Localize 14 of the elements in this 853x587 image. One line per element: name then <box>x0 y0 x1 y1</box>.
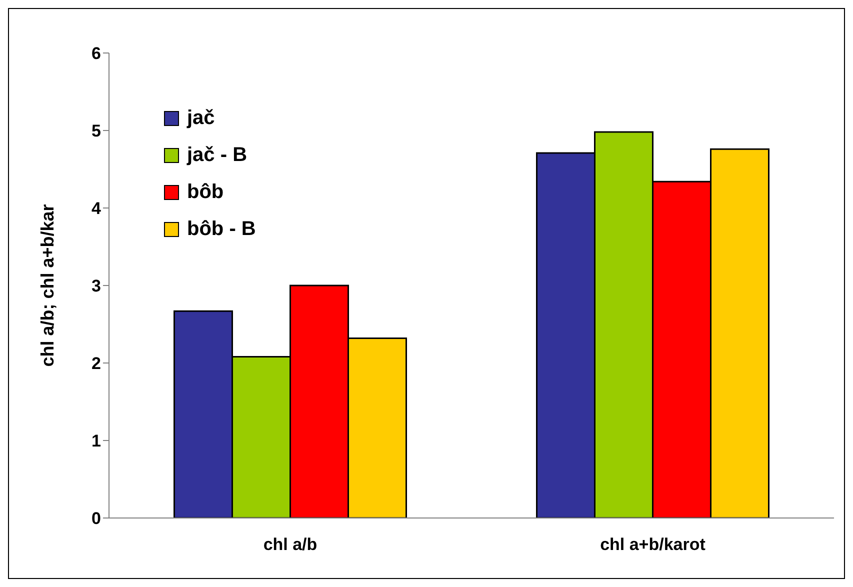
legend-label: jač <box>187 107 215 130</box>
y-tick-label: 2 <box>92 354 101 374</box>
y-tick-label: 0 <box>92 509 101 528</box>
legend-label: bôb - B <box>187 218 256 241</box>
y-tick-label: 1 <box>92 432 101 451</box>
legend-label: jač - B <box>187 144 248 167</box>
y-tick-label: 3 <box>92 276 101 296</box>
y-tick-label: 6 <box>92 44 101 64</box>
y-tick-label: 4 <box>92 199 102 218</box>
x-tick-label: chl a+b/karot <box>600 535 706 554</box>
legend-label: bôb <box>187 181 224 204</box>
y-tick-label: 5 <box>92 122 101 141</box>
x-tick-label: chl a/b <box>263 535 318 554</box>
y-axis-title: chl a/b; chl a+b/kar <box>37 204 58 367</box>
